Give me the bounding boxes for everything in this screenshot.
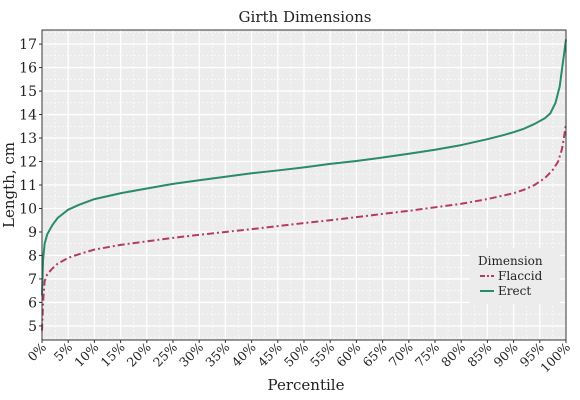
y-tick-label: 10	[19, 201, 37, 217]
series-line-erect	[41, 39, 567, 296]
legend-title: Dimension	[478, 254, 543, 268]
x-axis-title: Percentile	[268, 376, 345, 394]
y-tick-label: 15	[19, 84, 37, 100]
y-tick-label: 6	[28, 295, 37, 311]
legend-label-erect: Erect	[498, 284, 531, 298]
y-tick-label: 5	[28, 319, 37, 335]
chart-title: Girth Dimensions	[239, 8, 372, 26]
y-tick-label: 13	[19, 131, 37, 147]
y-tick-label: 14	[19, 108, 37, 124]
legend-label-flaccid: Flaccid	[498, 269, 543, 283]
y-tick-label: 17	[19, 37, 37, 53]
series-line-flaccid	[41, 123, 567, 331]
y-tick-label: 12	[19, 155, 37, 171]
legend: Dimension Flaccid Erect	[470, 248, 560, 304]
y-tick-label: 8	[28, 248, 37, 264]
y-tick-label: 9	[28, 225, 37, 241]
y-tick-label: 11	[19, 178, 37, 194]
series-lines	[41, 39, 567, 331]
y-tick-label: 7	[28, 272, 37, 288]
y-axis: 5 6 7 8 9 10 11 12 13 14 15 16 17	[19, 37, 42, 335]
y-tick-label: 16	[19, 61, 37, 77]
y-axis-title: Length, cm	[0, 142, 18, 228]
